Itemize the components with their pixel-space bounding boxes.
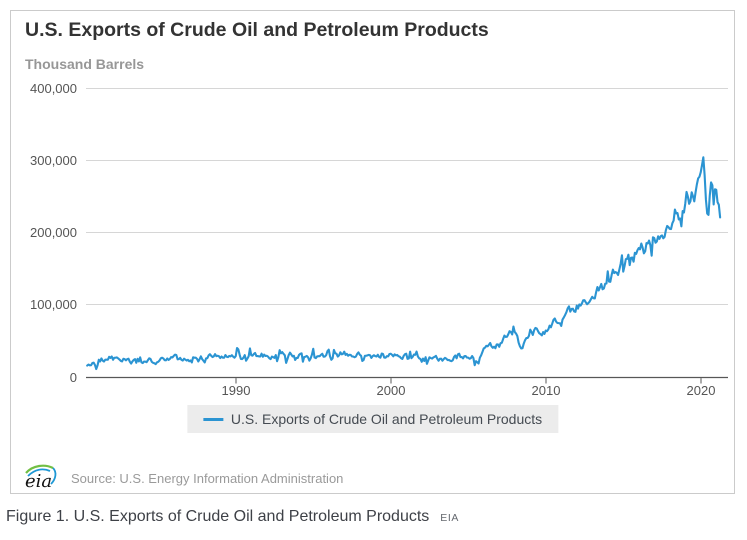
y-axis-label: 300,000: [30, 152, 77, 168]
figure-caption: Figure 1. U.S. Exports of Crude Oil and …: [6, 508, 459, 526]
x-axis-label: 2020: [686, 383, 716, 398]
svg-text:eia: eia: [25, 471, 52, 492]
data-series-line: [86, 156, 722, 371]
figure-caption-text: Figure 1. U.S. Exports of Crude Oil and …: [6, 508, 430, 525]
chart-units-label: Thousand Barrels: [25, 56, 145, 72]
y-axis-label: 200,000: [30, 224, 77, 240]
y-axis-label: 400,000: [30, 80, 77, 96]
chart-card: U.S. Exports of Crude Oil and Petroleum …: [10, 10, 735, 494]
source-text: Source: U.S. Energy Information Administ…: [71, 470, 344, 486]
legend-label: U.S. Exports of Crude Oil and Petroleum …: [230, 411, 543, 427]
legend-line-sample: [202, 417, 223, 421]
source-row: eia Source: U.S. Energy Information Admi…: [23, 463, 343, 493]
x-axis-label: 2010: [531, 383, 561, 398]
eia-logo: eia: [25, 464, 57, 492]
y-axis-label: 100,000: [30, 296, 77, 312]
x-axis-label: 2000: [376, 383, 406, 398]
chart-legend: U.S. Exports of Crude Oil and Petroleum …: [186, 405, 559, 433]
line-chart: [86, 88, 728, 384]
y-axis-label: 0: [69, 369, 77, 385]
figure-caption-source: EIA: [440, 512, 460, 524]
chart-title: U.S. Exports of Crude Oil and Petroleum …: [25, 19, 489, 41]
x-axis-label: 1990: [221, 383, 251, 398]
